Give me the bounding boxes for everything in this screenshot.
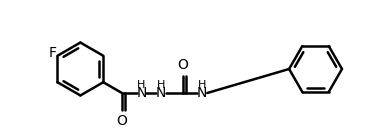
Text: H: H xyxy=(137,80,146,90)
Text: H: H xyxy=(157,80,165,90)
Text: O: O xyxy=(116,114,127,128)
Text: O: O xyxy=(177,58,188,72)
Text: N: N xyxy=(156,86,166,100)
Text: H: H xyxy=(198,80,207,90)
Text: F: F xyxy=(48,46,56,60)
Text: N: N xyxy=(136,86,147,100)
Text: N: N xyxy=(197,86,207,100)
